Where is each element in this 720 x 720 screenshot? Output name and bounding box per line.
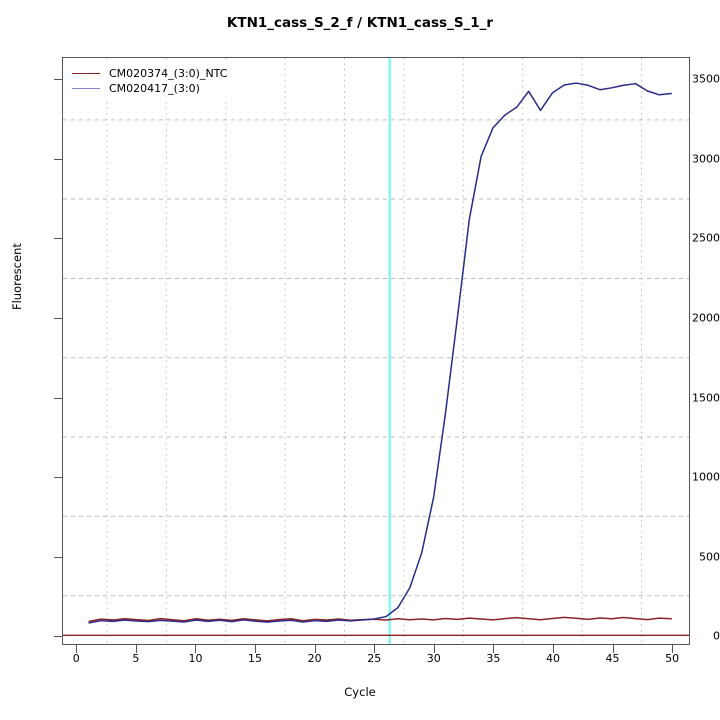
x-tick-label: 20 <box>307 652 322 665</box>
x-tick-label: 25 <box>367 652 382 665</box>
y-tick-label: 1000 <box>692 470 720 484</box>
x-tick-mark <box>76 645 78 653</box>
y-tick-mark <box>54 477 62 479</box>
x-tick-mark <box>135 645 137 653</box>
plot-area <box>62 57 690 645</box>
x-tick-label: 15 <box>248 652 263 665</box>
data-series-1 <box>88 616 672 623</box>
x-tick-label: 50 <box>665 652 680 665</box>
legend-item[interactable]: CM020374_(3:0)_NTC <box>72 66 227 80</box>
x-tick-mark <box>433 645 435 653</box>
legend-swatch <box>72 87 100 89</box>
y-tick-label: 2500 <box>692 231 720 245</box>
y-tick-mark <box>54 317 62 319</box>
y-axis-title: Fluorescent <box>10 243 24 310</box>
y-tick-label: 0 <box>713 629 720 643</box>
y-tick-mark <box>54 556 62 558</box>
x-tick-label: 0 <box>72 652 80 665</box>
y-tick-label: 3500 <box>692 72 720 86</box>
legend-swatch <box>72 72 100 74</box>
y-tick-mark <box>54 158 62 160</box>
y-tick-mark <box>54 636 62 638</box>
plot-canvas <box>63 58 689 644</box>
x-tick-label: 30 <box>426 652 441 665</box>
chart-legend: CM020374_(3:0)_NTC CM020417_(3:0) <box>66 61 234 101</box>
x-tick-label: 10 <box>188 652 203 665</box>
x-tick-mark <box>672 645 674 653</box>
y-tick-mark <box>54 397 62 399</box>
y-tick-mark <box>54 79 62 81</box>
x-tick-mark <box>314 645 316 653</box>
legend-item[interactable]: CM020417_(3:0) <box>72 81 227 95</box>
x-tick-label: 45 <box>605 652 620 665</box>
chart-title: KTN1_cass_S_2_f / KTN1_cass_S_1_r <box>226 15 494 31</box>
y-tick-label: 2000 <box>692 311 720 325</box>
legend-label: CM020417_(3:0) <box>109 81 200 95</box>
x-tick-mark <box>493 645 495 653</box>
x-axis-title: Cycle <box>344 685 376 699</box>
x-tick-mark <box>255 645 257 653</box>
y-tick-label: 1500 <box>692 391 720 405</box>
x-tick-mark <box>374 645 376 653</box>
x-tick-label: 5 <box>132 652 140 665</box>
y-tick-mark <box>54 238 62 240</box>
y-tick-label: 500 <box>699 550 720 564</box>
x-tick-label: 40 <box>545 652 560 665</box>
y-tick-label: 3000 <box>692 152 720 166</box>
x-tick-mark <box>612 645 614 653</box>
legend-label: CM020374_(3:0)_NTC <box>109 66 228 80</box>
data-series-2 <box>88 82 672 624</box>
x-tick-mark <box>195 645 197 653</box>
x-tick-mark <box>552 645 554 653</box>
x-tick-label: 35 <box>486 652 501 665</box>
